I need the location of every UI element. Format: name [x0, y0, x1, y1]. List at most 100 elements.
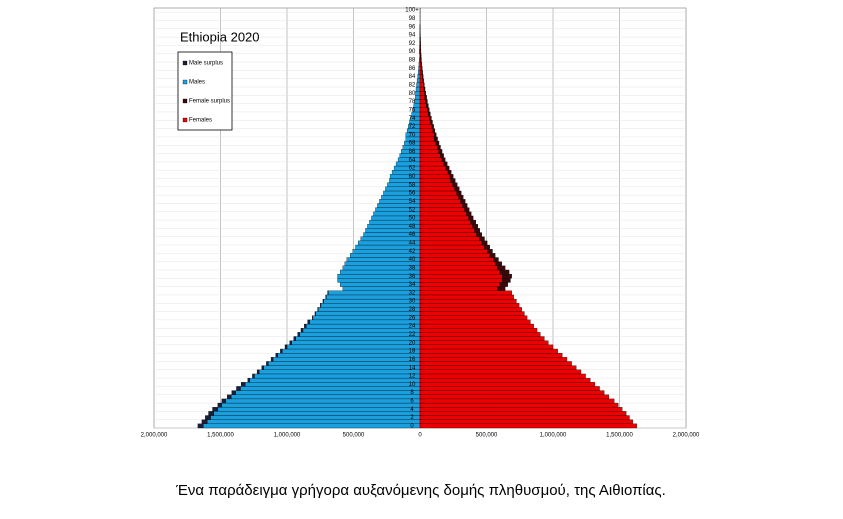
y-tick-label: 70 [409, 132, 416, 138]
y-tick-label: 100+ [405, 8, 419, 14]
surplus-bar [467, 212, 472, 216]
surplus-bar [442, 158, 445, 162]
bar [420, 366, 576, 370]
bar [420, 170, 448, 174]
legend-label: Females [189, 118, 212, 124]
bar [420, 266, 497, 270]
surplus-bar [280, 349, 282, 353]
x-tick-label: 500,000 [343, 433, 365, 439]
bar [259, 370, 420, 374]
bar [296, 337, 420, 341]
surplus-bar [459, 195, 464, 199]
y-tick-label: 36 [409, 274, 416, 280]
bar [420, 337, 544, 341]
surplus-bar [257, 370, 259, 374]
surplus-bar [437, 145, 440, 149]
surplus-bar [427, 108, 429, 112]
y-tick-label: 92 [409, 41, 416, 47]
bar [420, 378, 590, 382]
surplus-bar [422, 70, 423, 74]
bar [207, 420, 420, 424]
bar [338, 278, 420, 282]
bar [278, 353, 420, 357]
x-tick-label: 2,000,000 [673, 433, 700, 439]
legend-label: Female surplus [189, 99, 230, 105]
bar [420, 312, 524, 316]
bar [420, 174, 450, 178]
surplus-bar [232, 391, 236, 395]
surplus-bar [487, 249, 492, 253]
y-tick-label: 74 [409, 116, 416, 122]
surplus-bar [497, 266, 505, 270]
surplus-bar [446, 166, 449, 170]
y-tick-label: 54 [409, 199, 416, 205]
bar [420, 291, 512, 295]
bar [282, 349, 420, 353]
surplus-bar [202, 420, 207, 424]
bar [264, 366, 420, 370]
legend-label: Males [189, 80, 205, 86]
surplus-bar [429, 116, 431, 120]
legend-swatch [183, 61, 187, 65]
y-tick-label: 62 [409, 166, 416, 172]
surplus-bar [285, 345, 287, 349]
surplus-bar [434, 137, 437, 141]
bar [338, 274, 420, 278]
bar [420, 407, 622, 411]
y-tick-label: 60 [409, 174, 416, 180]
bar [420, 124, 432, 128]
surplus-bar [440, 154, 443, 158]
bar [420, 79, 423, 83]
y-tick-label: 84 [409, 74, 416, 80]
bar [420, 282, 500, 286]
bar [420, 299, 516, 303]
bar [420, 75, 422, 79]
surplus-bar [422, 75, 423, 79]
x-tick-label: 0 [418, 433, 422, 439]
bar [300, 332, 420, 336]
surplus-bar [205, 416, 210, 420]
y-tick-label: 80 [409, 91, 416, 97]
bar [418, 70, 420, 74]
y-tick-label: 82 [409, 83, 416, 89]
y-tick-label: 64 [409, 157, 416, 163]
chart-title: Ethiopia 2020 [180, 29, 260, 44]
surplus-bar [301, 328, 303, 332]
y-tick-label: 22 [409, 332, 416, 338]
bar [420, 303, 519, 307]
surplus-bar [420, 54, 421, 58]
y-tick-label: 66 [409, 149, 416, 155]
bar [292, 341, 420, 345]
y-tick-label: 44 [409, 241, 416, 247]
surplus-bar [451, 178, 456, 182]
bar [254, 374, 420, 378]
surplus-bar [500, 282, 508, 286]
surplus-bar [500, 270, 509, 274]
bar [420, 391, 604, 395]
bar [203, 424, 420, 428]
bar [390, 174, 420, 178]
surplus-bar [469, 216, 474, 220]
y-tick-label: 10 [409, 382, 416, 388]
bar [420, 66, 421, 70]
surplus-bar [475, 228, 480, 232]
surplus-bar [495, 262, 502, 266]
surplus-bar [218, 403, 222, 407]
surplus-bar [450, 174, 453, 178]
y-tick-label: 88 [409, 58, 416, 64]
bar [420, 112, 428, 116]
bar [231, 395, 420, 399]
bar [420, 320, 530, 324]
surplus-bar [425, 95, 427, 99]
legend-swatch [183, 118, 187, 122]
bar [326, 295, 420, 299]
surplus-bar [241, 382, 245, 386]
bar [394, 166, 420, 170]
bar [420, 287, 497, 291]
surplus-bar [294, 337, 296, 341]
bar [420, 116, 429, 120]
y-tick-label: 78 [409, 99, 416, 105]
bar [420, 262, 495, 266]
surplus-bar [434, 133, 436, 137]
bar [416, 87, 420, 91]
